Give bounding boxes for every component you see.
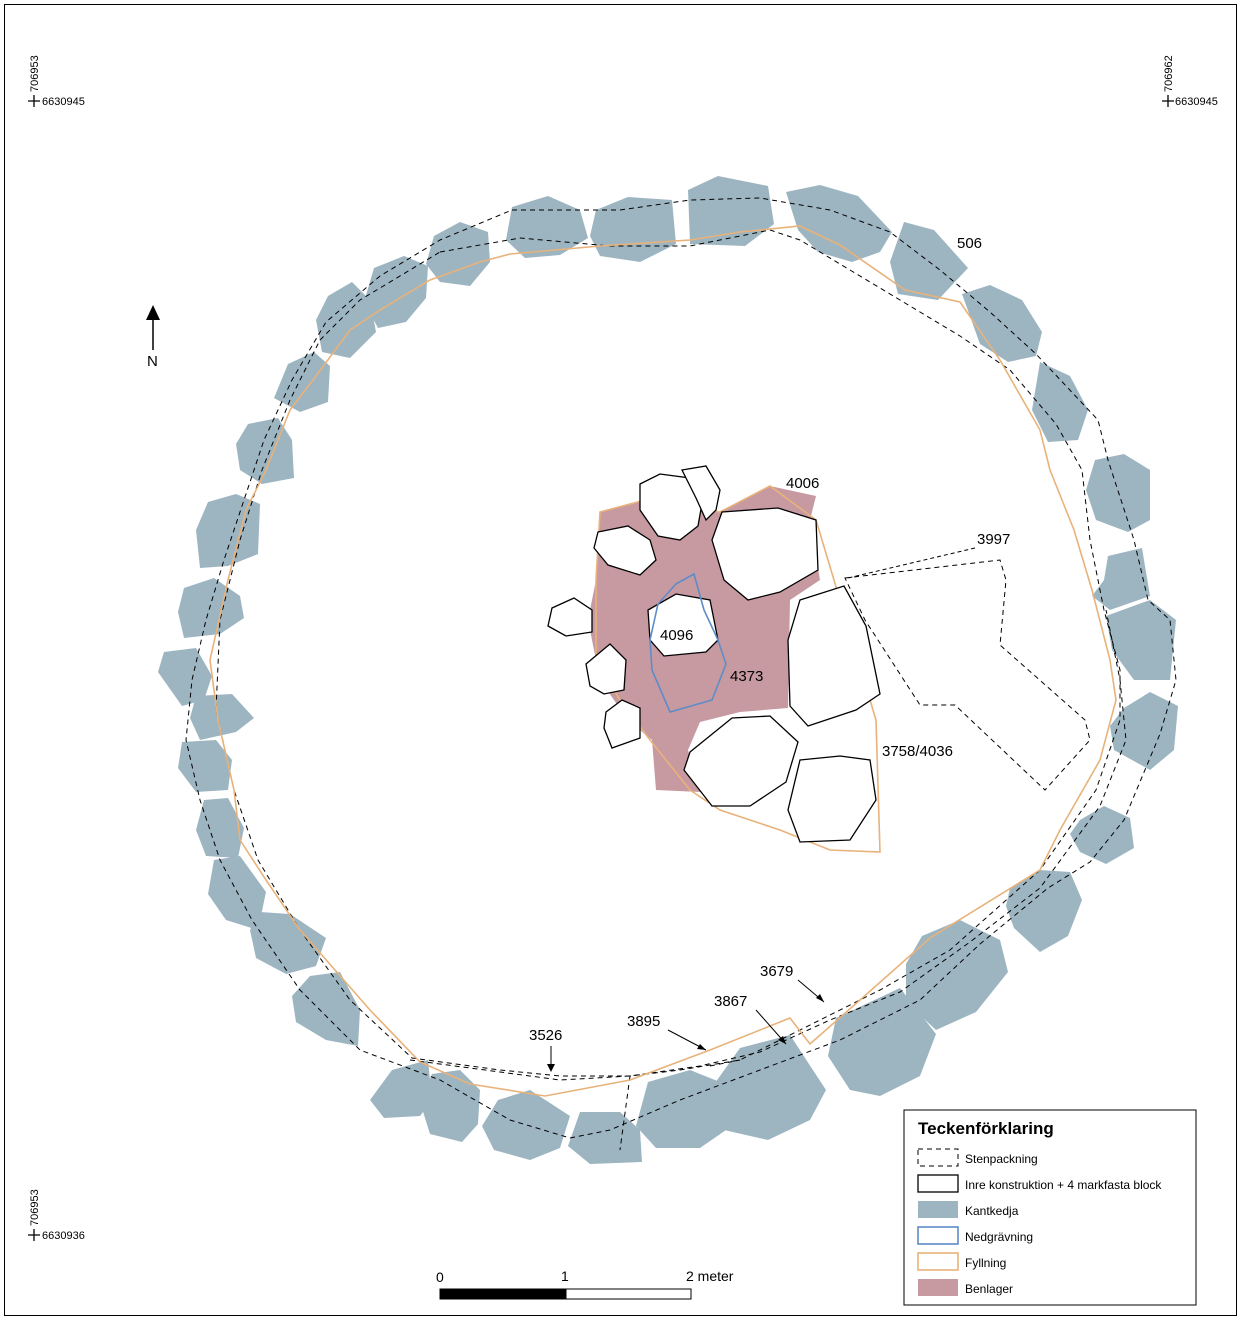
legend-item-fyllning: Fyllning (965, 1256, 1006, 1270)
north-label: N (147, 353, 158, 370)
inner-construction (547, 465, 881, 853)
legend-swatch-nedgravning (917, 1226, 959, 1245)
label-3679: 3679 (760, 963, 793, 980)
legend-title: Teckenförklaring (918, 1119, 1054, 1138)
label-4096: 4096 (660, 627, 693, 644)
stenpackning-outlines (185, 197, 1177, 1151)
svg-text:706953: 706953 (29, 1189, 41, 1226)
legend-item-stenpackning: Stenpackning (965, 1152, 1038, 1166)
label-4373: 4373 (730, 668, 763, 685)
coord-top-right: 706962 6630945 (1162, 55, 1218, 108)
label-3758-4036: 3758/4036 (882, 743, 953, 760)
scale-bar: 0 1 2 meter (436, 1268, 734, 1300)
label-3867: 3867 (714, 993, 747, 1010)
legend-swatch-stenpackning (917, 1148, 959, 1167)
label-3997: 3997 (977, 531, 1010, 548)
map-frame (4, 4, 1237, 1316)
legend-swatch-fyllning (917, 1252, 959, 1271)
legend-swatch-kantkedja (918, 1201, 958, 1218)
crosshair-icon (1162, 95, 1174, 107)
legend-item-benlager: Benlager (965, 1282, 1013, 1296)
coord-bottom-left: 706953 6630936 (28, 1189, 85, 1242)
svg-text:706962: 706962 (1163, 55, 1175, 92)
scale-tick-0: 0 (436, 1269, 444, 1285)
legend-item-inre: Inre konstruktion + 4 markfasta block (965, 1178, 1162, 1192)
scale-tick-1: 1 (561, 1268, 569, 1284)
label-506: 506 (957, 235, 982, 252)
crosshair-icon (28, 1229, 40, 1241)
legend-swatch-benlager (918, 1279, 958, 1296)
north-arrow-icon: N (146, 305, 160, 370)
scale-tick-2: 2 meter (686, 1268, 734, 1284)
crosshair-icon (28, 95, 40, 107)
svg-text:6630936: 6630936 (42, 1230, 85, 1242)
legend-item-kantkedja: Kantkedja (965, 1204, 1019, 1218)
legend-item-nedgravning: Nedgrävning (965, 1230, 1033, 1244)
label-3526: 3526 (529, 1027, 562, 1044)
label-4006: 4006 (786, 475, 819, 492)
legend-swatch-inre (917, 1174, 959, 1193)
feature-labels: 506 4006 3997 4096 4373 3758/4036 3679 3… (529, 235, 1010, 1072)
fyllning-outline (209, 225, 1117, 1097)
svg-text:6630945: 6630945 (1175, 96, 1218, 108)
label-3895: 3895 (627, 1013, 660, 1030)
legend: Teckenförklaring Stenpackning Inre konst… (903, 1109, 1197, 1306)
svg-text:706953: 706953 (29, 55, 41, 92)
svg-text:6630945: 6630945 (42, 96, 85, 108)
coord-top-left: 706953 6630945 (28, 55, 85, 108)
